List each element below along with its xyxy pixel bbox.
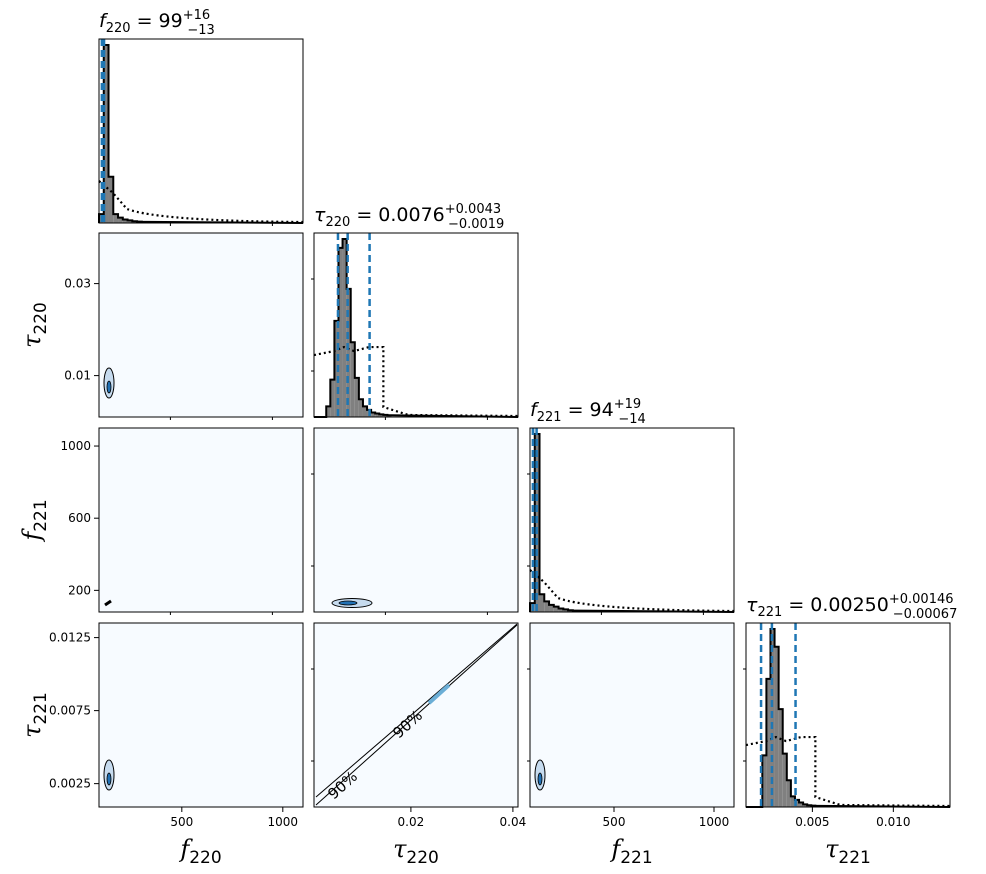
histogram-outline [314,238,519,418]
panel-frame [98,38,304,224]
histogram-bar [326,406,331,417]
histogram-bar [553,606,559,612]
contour-line [104,599,112,607]
panel-background [98,232,304,418]
histogram-bar [786,780,791,807]
density-panel-0-1 [98,232,304,418]
y-tick-label: 0.01 [64,369,91,383]
density-panel-0-2 [98,427,304,613]
histogram-bar [350,342,355,417]
histogram-bar [379,414,384,417]
panel-background [98,427,304,613]
y-axis-label: τ221 [18,692,51,738]
contour-inner [106,772,112,786]
contour-inner [338,600,358,606]
histogram-bar [358,399,363,417]
histogram-bar [330,379,335,417]
x-tick-label: 1000 [268,815,299,829]
density-core [427,683,451,705]
histogram-outline [98,44,304,224]
histogram-panel-220-tau: τ220 = 0.0076+0.0043 −0.0019 [313,202,519,418]
contour-edge [315,624,518,806]
histogram-bar [778,709,783,807]
x-tick-label: 0.010 [876,815,910,829]
histogram-outline [746,628,951,808]
y-tick-label: 0.03 [64,277,91,291]
panel-background [99,39,303,223]
contour-inner [537,772,543,786]
histogram-bar [799,802,804,807]
histogram-panel-221-f: f221 = 94+19 −14 [529,397,735,613]
histogram-bar [774,646,779,807]
panel-title: τ220 = 0.0076+0.0043 −0.0019 [314,202,504,232]
x-axis-label: τ220 [393,835,439,868]
contour-inner [106,380,112,394]
histogram-bar [108,176,114,223]
histogram-bar [103,45,109,223]
density-panel-1-2 [313,427,519,613]
y-tick-label: 0.0075 [49,704,91,718]
panel-title: f221 = 94+19 −14 [530,397,646,427]
histogram-bar [558,608,564,612]
y-tick-label: 0.0025 [49,777,91,791]
histogram-bar [113,214,119,223]
x-axis-label: τ221 [825,835,871,868]
x-tick-label: 0.02 [398,815,425,829]
histogram-bar [338,247,343,417]
density-panel-0-3 [98,622,304,808]
histogram-bar [118,217,123,223]
x-tick-label: 500 [603,815,626,829]
y-tick-label: 1000 [60,439,91,453]
histogram-bar [375,413,380,417]
histogram-bar [782,753,787,807]
panel-background [530,428,734,612]
histogram-bar [790,796,795,807]
x-axis-label: f220 [178,835,221,868]
histogram-bar [122,219,128,223]
x-tick-label: 500 [170,815,193,829]
histogram-bar [549,604,554,612]
histogram-bar [544,601,550,612]
x-axis-label: f221 [609,835,652,868]
panel-title: τ221 = 0.00250+0.00146 −0.00067 [746,592,957,622]
histogram-bar [354,377,359,417]
histogram-bar [362,406,368,417]
histogram-bar [539,594,545,612]
y-tick-label: 600 [68,511,91,525]
histogram-bar [794,799,800,807]
panel-frame [529,427,735,613]
y-axis-label: f221 [18,499,51,542]
histogram-bar [766,678,771,807]
y-axis-label: τ220 [18,302,51,348]
histogram-bar [342,239,347,417]
histogram-bar [762,755,767,807]
panel-title: f220 = 99+16 −13 [99,8,215,38]
panel-frame [745,622,951,808]
y-tick-label: 200 [68,583,91,597]
x-tick-label: 0.005 [795,815,829,829]
histogram-bar [371,412,376,417]
histogram-bar [127,220,133,223]
panel-background [98,622,304,808]
panel-background [529,622,735,808]
histogram-bar [346,288,351,417]
histogram-bar [803,804,808,807]
x-tick-label: 1000 [699,815,730,829]
histogram-bar [334,320,339,417]
panel-frame [313,232,519,418]
histogram-bar [383,414,388,417]
contour-edge [315,623,518,798]
x-tick-label: 0.04 [500,815,527,829]
density-panel-2-3 [529,622,735,808]
histogram-panel-221-tau: τ221 = 0.00250+0.00146 −0.00067 [745,592,957,808]
density-panel-1-3: 90%90% [313,622,519,808]
panel-background [313,427,519,613]
histogram-bar [563,609,569,612]
y-tick-label: 0.0125 [49,631,91,645]
histogram-panel-220-f: f220 = 99+16 −13 [98,8,304,224]
